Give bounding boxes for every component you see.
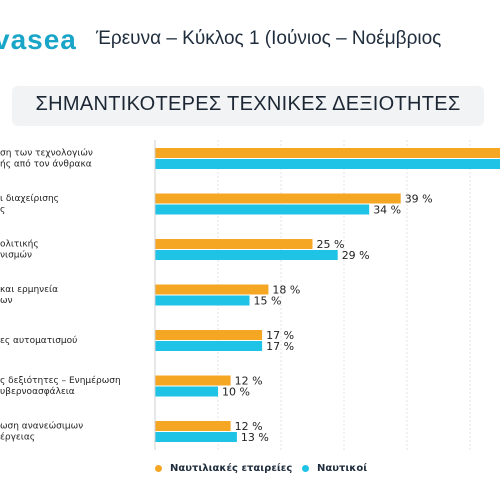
bar-series-2 bbox=[155, 204, 370, 215]
category-label: ση των τεχνολογιών ής από τον άνθρακα bbox=[0, 148, 93, 170]
legend-item-series-2: Ναυτικοί bbox=[302, 463, 367, 474]
category-label: ολιτικής νισμών bbox=[0, 240, 39, 261]
category-label: ες αυτοματισμού bbox=[0, 335, 77, 346]
bar-chart: ση των τεχνολογιών ής από τον άνθρακα ι δι… bbox=[0, 140, 500, 450]
legend-item-series-1: Ναυτιλιακές εταιρείες bbox=[155, 463, 292, 474]
category-label: ωση ανανεώσιμων έργειας bbox=[0, 421, 83, 443]
data-label: 39 % bbox=[405, 193, 433, 206]
bar-series-1 bbox=[155, 284, 269, 295]
legend-label-series-2: Ναυτικοί bbox=[317, 463, 368, 474]
bar-series-1 bbox=[155, 148, 500, 158]
data-label: 25 % bbox=[317, 238, 345, 251]
bar-series-2 bbox=[155, 250, 338, 260]
bar-series-2 bbox=[155, 159, 500, 169]
bar-series-1 bbox=[155, 421, 231, 431]
chart-title-box: ΣΗΜΑΝΤΙΚΟΤΕΡΕΣ ΤΕΧΝΙΚΕΣ ΔΕΞΙΟΤΗΤΕΣ bbox=[12, 86, 484, 126]
category-label: ς δεξιότητες – Ενημέρωση υβερνοασφάλεια bbox=[0, 375, 121, 397]
chart-title: ΣΗΜΑΝΤΙΚΟΤΕΡΕΣ ΤΕΧΝΙΚΕΣ ΔΕΞΙΟΤΗΤΕΣ bbox=[35, 93, 461, 115]
data-label: 18 % bbox=[272, 284, 300, 297]
legend-swatch-series-2 bbox=[302, 465, 309, 472]
category-label: ι διαχείρισης ς bbox=[0, 194, 59, 215]
data-label: 12 % bbox=[235, 375, 263, 388]
legend-swatch-series-1 bbox=[155, 465, 162, 472]
data-label: 10 % bbox=[222, 386, 250, 399]
data-label: 15 % bbox=[254, 295, 282, 308]
bar-series-1 bbox=[155, 239, 313, 249]
category-label: και ερμηνεία ων bbox=[0, 285, 58, 306]
bar-series-2 bbox=[155, 295, 250, 306]
data-label: 17 % bbox=[266, 329, 294, 342]
bar-series-2 bbox=[155, 341, 263, 351]
data-label: 13 % bbox=[241, 431, 269, 444]
data-label: 12 % bbox=[235, 420, 263, 433]
bar-series-2 bbox=[155, 386, 218, 397]
vasea-logo: vasea bbox=[0, 24, 77, 55]
data-label: 34 % bbox=[373, 204, 401, 217]
data-label: 17 % bbox=[266, 340, 294, 353]
legend-label-series-1: Ναυτιλιακές εταιρείες bbox=[170, 463, 293, 474]
bar-series-2 bbox=[155, 432, 237, 442]
bar-series-1 bbox=[155, 330, 263, 340]
data-label: 29 % bbox=[342, 249, 370, 262]
survey-title: Έρευνα – Κύκλος 1 (Ιούνιος – Νοέμβριος bbox=[96, 28, 442, 49]
bar-series-1 bbox=[155, 375, 231, 386]
bar-series-1 bbox=[155, 193, 401, 204]
